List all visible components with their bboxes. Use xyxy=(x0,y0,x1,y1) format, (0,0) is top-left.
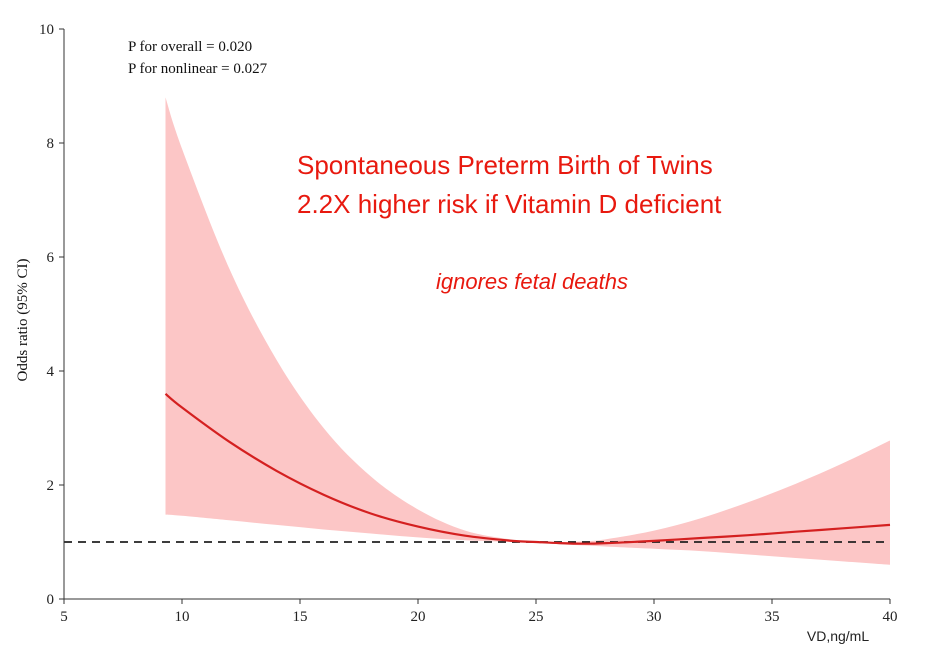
y-tick-label: 0 xyxy=(47,592,55,608)
x-tick-label: 40 xyxy=(883,609,898,625)
y-tick-label: 10 xyxy=(39,22,54,38)
p-overall-label: P for overall = 0.020 xyxy=(128,39,252,55)
y-tick-label: 8 xyxy=(47,136,55,152)
confidence-band xyxy=(165,97,890,565)
y-axis-ticks: 0 2 4 6 8 10 xyxy=(39,22,64,608)
headline-line-2: 2.2X higher risk if Vitamin D deficient xyxy=(297,189,722,219)
x-tick-label: 25 xyxy=(529,609,544,625)
x-tick-label: 15 xyxy=(293,609,308,625)
x-tick-label: 10 xyxy=(175,609,190,625)
headline-line-1: Spontaneous Preterm Birth of Twins xyxy=(297,150,713,180)
odds-ratio-curve xyxy=(164,392,891,545)
y-tick-label: 6 xyxy=(47,250,55,266)
y-tick-label: 2 xyxy=(47,478,55,494)
x-tick-label: 5 xyxy=(60,609,68,625)
ignores-fetal-deaths-note: ignores fetal deaths xyxy=(436,269,628,294)
y-tick-label: 4 xyxy=(47,364,55,380)
x-axis-title: VD,ng/mL xyxy=(807,628,869,644)
x-axis-ticks: 5 10 15 20 25 30 35 40 xyxy=(60,599,898,625)
x-tick-label: 35 xyxy=(765,609,780,625)
x-tick-label: 20 xyxy=(411,609,426,625)
x-tick-label: 30 xyxy=(647,609,662,625)
p-nonlinear-label: P for nonlinear = 0.027 xyxy=(128,61,268,77)
y-axis-title: Odds ratio (95% CI) xyxy=(15,259,31,382)
